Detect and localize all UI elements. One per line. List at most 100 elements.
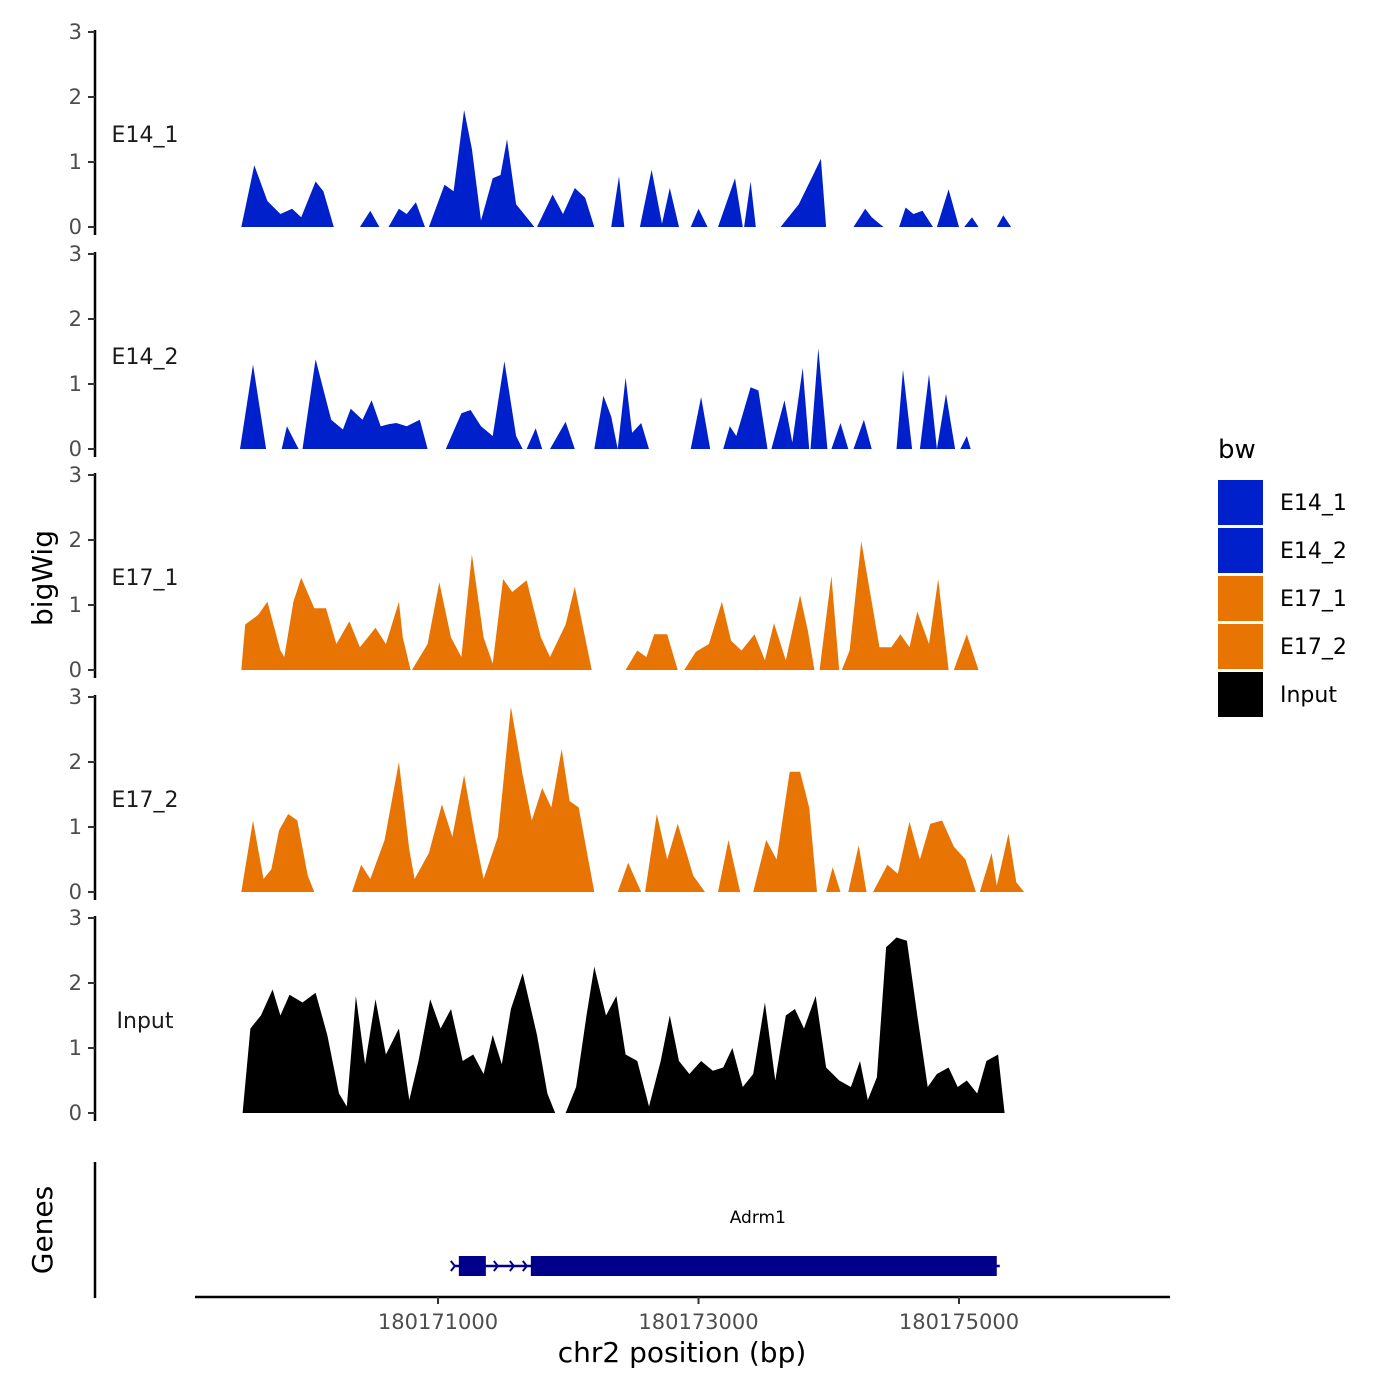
coverage-peak [428, 110, 535, 227]
legend-label: E17_1 [1280, 587, 1347, 612]
y-tick-label: 1 [69, 372, 82, 396]
track-label: E17_1 [112, 566, 179, 591]
strand-arrow [450, 1260, 457, 1272]
track-e14-2: 0 1 2 3 E14_2 [69, 242, 971, 461]
legend-title: bw [1218, 435, 1256, 465]
coverage-peak [960, 436, 971, 449]
coverage-peak [964, 217, 979, 227]
coverage-peak [684, 595, 815, 670]
legend-label: Input [1280, 683, 1337, 708]
coverage-peak [617, 377, 649, 449]
strand-arrow [522, 1260, 529, 1272]
coverage-peak [526, 428, 543, 449]
coverage-peak [445, 361, 523, 449]
coverage-peak [639, 169, 679, 227]
coverage-peak [617, 862, 642, 892]
coverage-peak [899, 207, 933, 227]
y-tick-label: 1 [69, 1036, 82, 1060]
y-tick-label: 0 [69, 215, 82, 239]
legend-swatch [1218, 672, 1263, 717]
track-label: E17_2 [112, 788, 179, 813]
legend-item-e14-2: E14_2 [1218, 528, 1347, 573]
coverage-peak [826, 867, 841, 892]
gene-label: Adrm1 [730, 1208, 786, 1228]
coverage-peak [744, 181, 756, 227]
coverage-peak [281, 426, 299, 449]
track-input: 0 1 2 3 Input [69, 906, 1005, 1125]
legend-label: E17_2 [1280, 635, 1347, 660]
coverage-peak [831, 423, 849, 449]
y-tick-label: 3 [69, 242, 82, 266]
legend-item-e17-2: E17_2 [1218, 624, 1347, 669]
track-label: Input [117, 1009, 174, 1034]
coverage-peak [810, 348, 828, 449]
x-axis-title: chr2 position (bp) [558, 1336, 807, 1369]
coverage-peak [359, 210, 380, 227]
coverage-peak [896, 369, 913, 449]
coverage-peak [919, 374, 937, 449]
coverage-peak [302, 359, 428, 449]
legend-label: E14_1 [1280, 491, 1347, 516]
legend-swatch [1218, 528, 1263, 573]
coverage-peak [936, 189, 959, 227]
coverage-peak [718, 178, 743, 227]
legend-item-e17-1: E17_1 [1218, 576, 1347, 621]
coverage-peak [936, 393, 956, 449]
coverage-peak [723, 387, 768, 449]
y-tick-label: 2 [69, 528, 82, 552]
coverage-peak [240, 364, 267, 449]
y-tick-label: 1 [69, 150, 82, 174]
coverage-peak [241, 577, 411, 670]
legend: bw E14_1 E14_2 E17_1 E17_2 Input [1218, 435, 1347, 717]
y-tick-label: 2 [69, 971, 82, 995]
legend-items: E14_1 E14_2 E17_1 E17_2 Input [1218, 480, 1347, 717]
y-tick-label: 2 [69, 750, 82, 774]
y-tick-label: 1 [69, 593, 82, 617]
coverage-peak [242, 973, 556, 1113]
coverage-peak [550, 421, 575, 449]
coverage-peak [411, 554, 592, 670]
legend-swatch [1218, 480, 1263, 525]
y-tick-label: 0 [69, 658, 82, 682]
coverage-peak [625, 634, 678, 670]
coverage-peak [873, 820, 976, 892]
coverage-peak [388, 202, 425, 227]
legend-swatch [1218, 576, 1263, 621]
coverage-peak [848, 845, 867, 892]
coverage-peak [996, 215, 1012, 227]
x-tick-label: 180175000 [899, 1310, 1019, 1334]
y-tick-label: 0 [69, 437, 82, 461]
coverage-tracks: 0 1 2 3 E14_1 0 1 2 3 E14_2 0 1 2 3 E17_1 0 1 2 3 E17_2 0 1 2 3… [69, 20, 1025, 1125]
legend-item-input: Input [1218, 672, 1337, 717]
track-label: E14_1 [112, 123, 179, 148]
x-tick-label: 180173000 [638, 1310, 758, 1334]
y-axis-title: bigWig [26, 530, 59, 626]
legend-item-e14-1: E14_1 [1218, 480, 1347, 525]
y-tick-label: 1 [69, 815, 82, 839]
y-tick-label: 2 [69, 85, 82, 109]
genes-axis-title: Genes [26, 1186, 59, 1274]
coverage-peak [241, 165, 334, 227]
coverage-peak [690, 208, 708, 227]
strand-arrow [493, 1260, 500, 1272]
gene-model-adrm1: Adrm1 [450, 1208, 1000, 1276]
coverage-peak [819, 575, 840, 670]
coverage-peak [537, 188, 595, 227]
track-e17-1: 0 1 2 3 E17_1 [69, 463, 979, 682]
gene-panel: Genes Adrm1 [26, 1162, 1000, 1298]
x-axis: 180171000 180173000 180175000 chr2 positio… [195, 1295, 1170, 1369]
y-tick-label: 3 [69, 463, 82, 487]
coverage-peak [718, 840, 741, 892]
y-tick-label: 0 [69, 1101, 82, 1125]
coverage-peak [645, 814, 705, 892]
gene-exon [530, 1256, 997, 1276]
y-tick-label: 0 [69, 880, 82, 904]
y-tick-label: 3 [69, 20, 82, 44]
coverage-peak [953, 634, 979, 670]
track-e14-1: 0 1 2 3 E14_1 [69, 20, 1012, 239]
coverage-peak [352, 706, 595, 892]
coverage-peak [565, 937, 1005, 1113]
coverage-peak [841, 541, 949, 670]
coverage-peak [690, 397, 711, 449]
